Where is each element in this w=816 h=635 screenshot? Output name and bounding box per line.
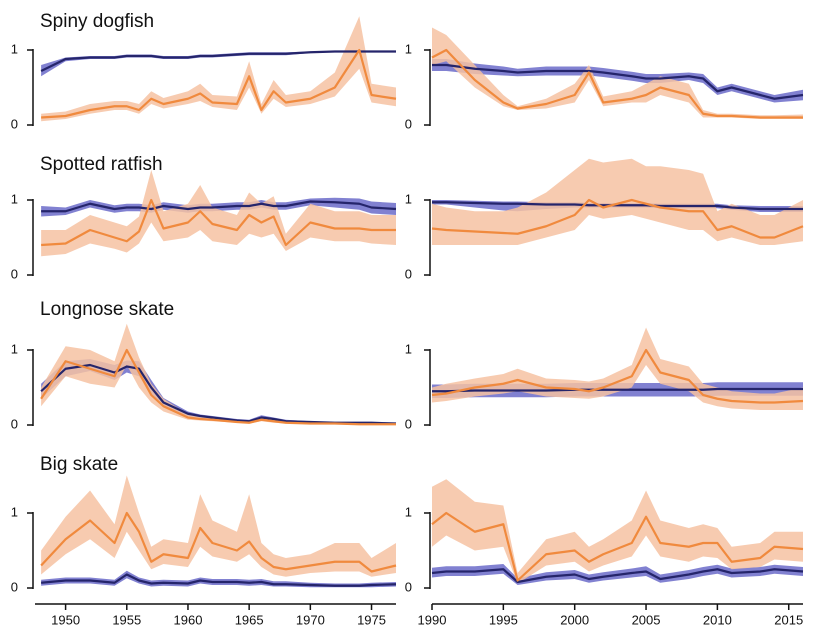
- confidence-band: [41, 323, 396, 425]
- x-tick-label: 1975: [357, 612, 386, 627]
- confidence-band: [41, 170, 396, 257]
- y-tick-label: 0: [405, 416, 412, 431]
- x-tick-label: 2010: [703, 612, 732, 627]
- series-line: [431, 198, 804, 239]
- series-line: [41, 200, 397, 213]
- x-tick-label: 1955: [112, 612, 141, 627]
- x-tick-label: 1995: [489, 612, 518, 627]
- panel-title: Longnose skate: [40, 299, 174, 320]
- x-tick-label: 1970: [296, 612, 325, 627]
- y-tick-label: 0: [405, 116, 412, 131]
- panel-title: Spotted ratfish: [40, 154, 163, 175]
- y-tick-label: 0: [11, 416, 18, 431]
- y-tick-label: 0: [405, 266, 412, 281]
- confidence-band: [41, 50, 396, 77]
- panel-title: Big skate: [40, 454, 118, 475]
- y-tick-label: 0: [11, 579, 18, 594]
- confidence-band: [432, 158, 803, 245]
- x-tick-label: 1990: [418, 612, 447, 627]
- x-tick-label: 1960: [174, 612, 203, 627]
- series-line: [41, 198, 396, 247]
- series-line: [431, 48, 803, 119]
- y-tick-label: 1: [405, 341, 412, 356]
- series-line: [431, 348, 804, 404]
- x-tick-label: 1965: [235, 612, 264, 627]
- y-tick-label: 1: [405, 41, 412, 56]
- series-line: [431, 511, 804, 582]
- series-line: [432, 63, 804, 100]
- confidence-band: [432, 479, 803, 584]
- series-line: [41, 48, 397, 119]
- y-tick-label: 1: [405, 191, 412, 206]
- y-tick-label: 1: [11, 504, 18, 519]
- series-line: [40, 348, 396, 426]
- y-tick-label: 1: [11, 41, 18, 56]
- panel-title: Spiny dogfish: [40, 11, 154, 32]
- x-tick-label: 1950: [51, 612, 80, 627]
- x-tick-label: 2000: [560, 612, 589, 627]
- y-tick-label: 1: [11, 191, 18, 206]
- series-line: [432, 387, 803, 393]
- confidence-band: [41, 16, 396, 122]
- x-tick-label: 2005: [632, 612, 661, 627]
- series-line: [40, 511, 397, 573]
- confidence-band: [432, 59, 803, 103]
- y-tick-label: 1: [405, 504, 412, 519]
- y-tick-label: 1: [11, 341, 18, 356]
- series-line: [431, 568, 804, 584]
- y-tick-label: 0: [11, 266, 18, 281]
- series-line: [432, 201, 803, 211]
- confidence-band: [432, 327, 803, 410]
- y-tick-label: 0: [405, 579, 412, 594]
- x-tick-label: 2015: [774, 612, 803, 627]
- series-line: [41, 573, 397, 587]
- y-tick-label: 0: [11, 116, 18, 131]
- confidence-band: [41, 475, 396, 577]
- series-line: [40, 50, 396, 72]
